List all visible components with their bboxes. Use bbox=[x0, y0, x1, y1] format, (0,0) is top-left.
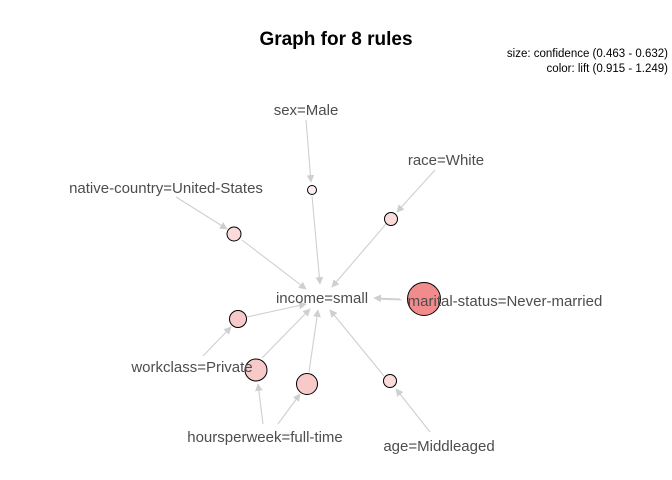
item-label-sex: sex=Male bbox=[274, 102, 339, 119]
rule-nodes bbox=[226, 185, 441, 395]
edge-rule-income-8 bbox=[329, 309, 385, 377]
edge-rule-income-1 bbox=[311, 195, 324, 285]
legend-size: size: confidence (0.463 - 0.632) bbox=[507, 48, 668, 60]
edge-rule-income-4 bbox=[373, 294, 401, 303]
rule-node-country bbox=[226, 226, 242, 242]
item-label-workclass: workclass=Private bbox=[130, 359, 252, 376]
legend-color: color: lift (0.915 - 1.249) bbox=[547, 63, 669, 75]
edge-rule-income-5 bbox=[246, 301, 307, 318]
edge-hours-rule-a bbox=[255, 383, 264, 425]
edge-workclass-rule bbox=[202, 326, 232, 357]
edge-rule-income-6 bbox=[261, 308, 311, 359]
item-label-race: race=White bbox=[408, 152, 484, 169]
item-label-age: age=Middleaged bbox=[383, 438, 494, 455]
edge-rule-income-7 bbox=[308, 309, 321, 373]
item-label-income: income=small bbox=[276, 290, 368, 307]
rule-node-race bbox=[384, 212, 398, 226]
edges bbox=[175, 119, 436, 433]
rule-node-marital bbox=[407, 282, 441, 316]
rule-node-sex bbox=[307, 185, 317, 195]
item-labels: sex=Male race=White native-country=Unite… bbox=[69, 102, 602, 455]
item-label-marital: marital-status=Never-married bbox=[408, 293, 603, 310]
rule-node-workclass bbox=[229, 310, 247, 328]
edge-rule-income-2 bbox=[331, 223, 387, 288]
rule-node-workclass-hours bbox=[244, 358, 268, 382]
item-label-hours: hoursperweek=full-time bbox=[187, 429, 343, 446]
edge-country-rule bbox=[175, 196, 228, 230]
edge-sex-rule bbox=[305, 119, 315, 183]
graph-title: Graph for 8 rules bbox=[259, 29, 412, 50]
rule-node-hours bbox=[296, 373, 318, 395]
edge-hours-rule-b bbox=[277, 393, 301, 425]
edge-race-rule bbox=[396, 169, 436, 213]
item-label-native-country: native-country=United-States bbox=[69, 180, 263, 197]
edge-age-rule bbox=[395, 388, 431, 433]
edge-rule-income-3 bbox=[241, 239, 307, 290]
rule-node-age bbox=[383, 374, 397, 388]
